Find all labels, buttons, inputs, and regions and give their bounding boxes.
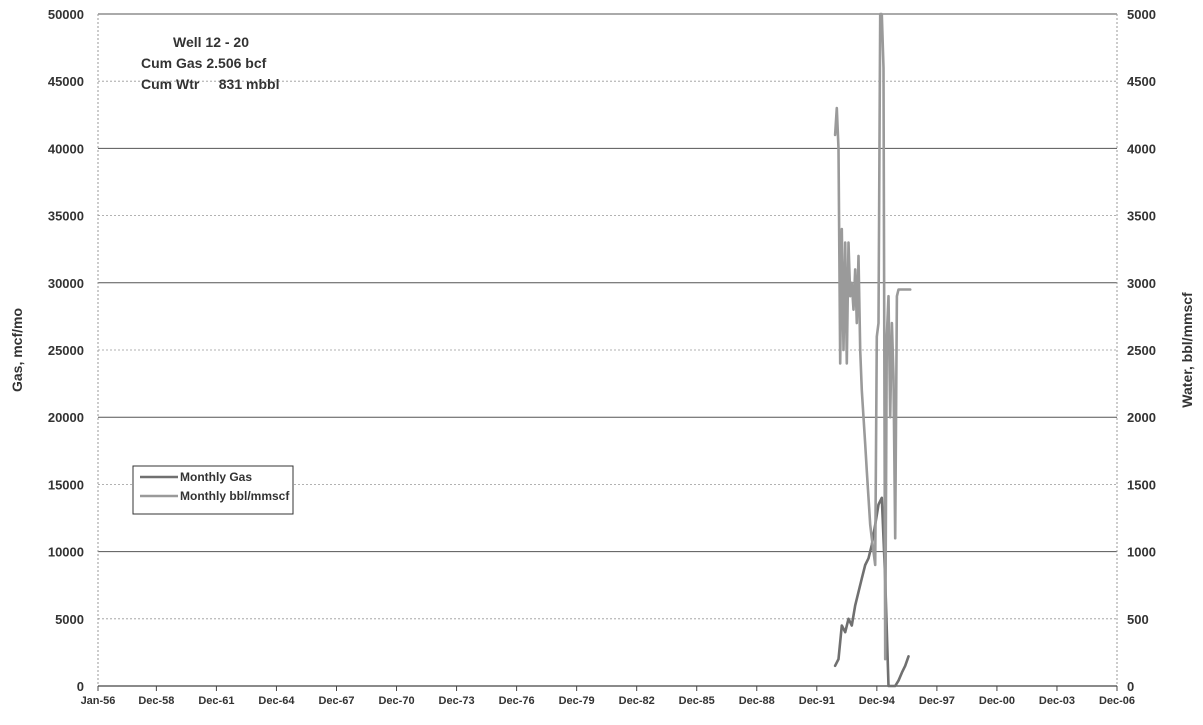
x-tick-label: Dec-64 (258, 695, 295, 707)
y2-tick-label: 4000 (1127, 141, 1156, 156)
y2-tick-label: 5000 (1127, 7, 1156, 22)
y2-tick-label: 3000 (1127, 276, 1156, 291)
y2-tick-label: 1500 (1127, 477, 1156, 492)
series-line-1 (833, 496, 910, 688)
grid-layer (98, 13, 1117, 687)
y2-tick-label: 3500 (1127, 209, 1156, 224)
annotation-text: Well 12 - 20 (173, 34, 249, 50)
x-tick-label: Dec-00 (979, 695, 1015, 707)
x-tick-label: Dec-03 (1039, 695, 1075, 707)
x-tick-label: Dec-91 (799, 695, 835, 707)
y-tick-label: 40000 (48, 141, 84, 156)
y-tick-label: 25000 (48, 343, 84, 358)
x-tick-label: Dec-79 (559, 695, 595, 707)
x-tick-label: Dec-70 (378, 695, 414, 707)
series-layer (833, 12, 912, 688)
x-tick-label: Dec-94 (859, 695, 896, 707)
y2-tick-label: 2000 (1127, 410, 1156, 425)
y2-tick-label: 1000 (1127, 545, 1156, 560)
x-tick-label: Dec-06 (1099, 695, 1135, 707)
x-tick-label: Dec-67 (318, 695, 354, 707)
y-tick-label: 10000 (48, 545, 84, 560)
y-tick-label: 50000 (48, 7, 84, 22)
x-tick-label: Jan-56 (81, 695, 116, 707)
x-tick-label: Dec-97 (919, 695, 955, 707)
y-axis-title: Gas, mcf/mo (9, 308, 25, 392)
y-tick-label: 15000 (48, 477, 84, 492)
legend-label: Monthly bbl/mmscf (180, 489, 290, 503)
y2-axis-title: Water, bbl/mmscf (1179, 292, 1195, 408)
series-line-2 (833, 12, 912, 661)
y-tick-label: 45000 (48, 74, 84, 89)
y-tick-label: 30000 (48, 276, 84, 291)
x-tick-label: Dec-82 (619, 695, 655, 707)
legend-label: Monthly Gas (180, 470, 252, 484)
legend-box (132, 465, 294, 515)
annotation-text: Cum Gas 2.506 bcf (141, 55, 267, 71)
y2-tick-label: 500 (1127, 612, 1149, 627)
annotation-text: Cum Wtr 831 mbbl (141, 76, 279, 92)
legend: Monthly Gas Monthly bbl/mmscf (132, 465, 294, 515)
x-tick-label: Dec-85 (679, 695, 715, 707)
axis-layer: 0500010000150002000025000300003500040000… (48, 7, 1156, 707)
x-tick-label: Dec-73 (439, 695, 475, 707)
y2-tick-label: 0 (1127, 679, 1134, 694)
x-tick-label: Dec-76 (499, 695, 535, 707)
y-tick-label: 5000 (55, 612, 84, 627)
text-layer: Gas, mcf/mo Water, bbl/mmscf Well 12 - 20 C… (9, 34, 1195, 515)
x-tick-label: Dec-58 (138, 695, 174, 707)
y2-tick-label: 2500 (1127, 343, 1156, 358)
y-tick-label: 0 (77, 679, 84, 694)
x-tick-label: Dec-61 (198, 695, 234, 707)
x-tick-label: Dec-88 (739, 695, 775, 707)
y-tick-label: 35000 (48, 209, 84, 224)
y2-tick-label: 4500 (1127, 74, 1156, 89)
y-tick-label: 20000 (48, 410, 84, 425)
